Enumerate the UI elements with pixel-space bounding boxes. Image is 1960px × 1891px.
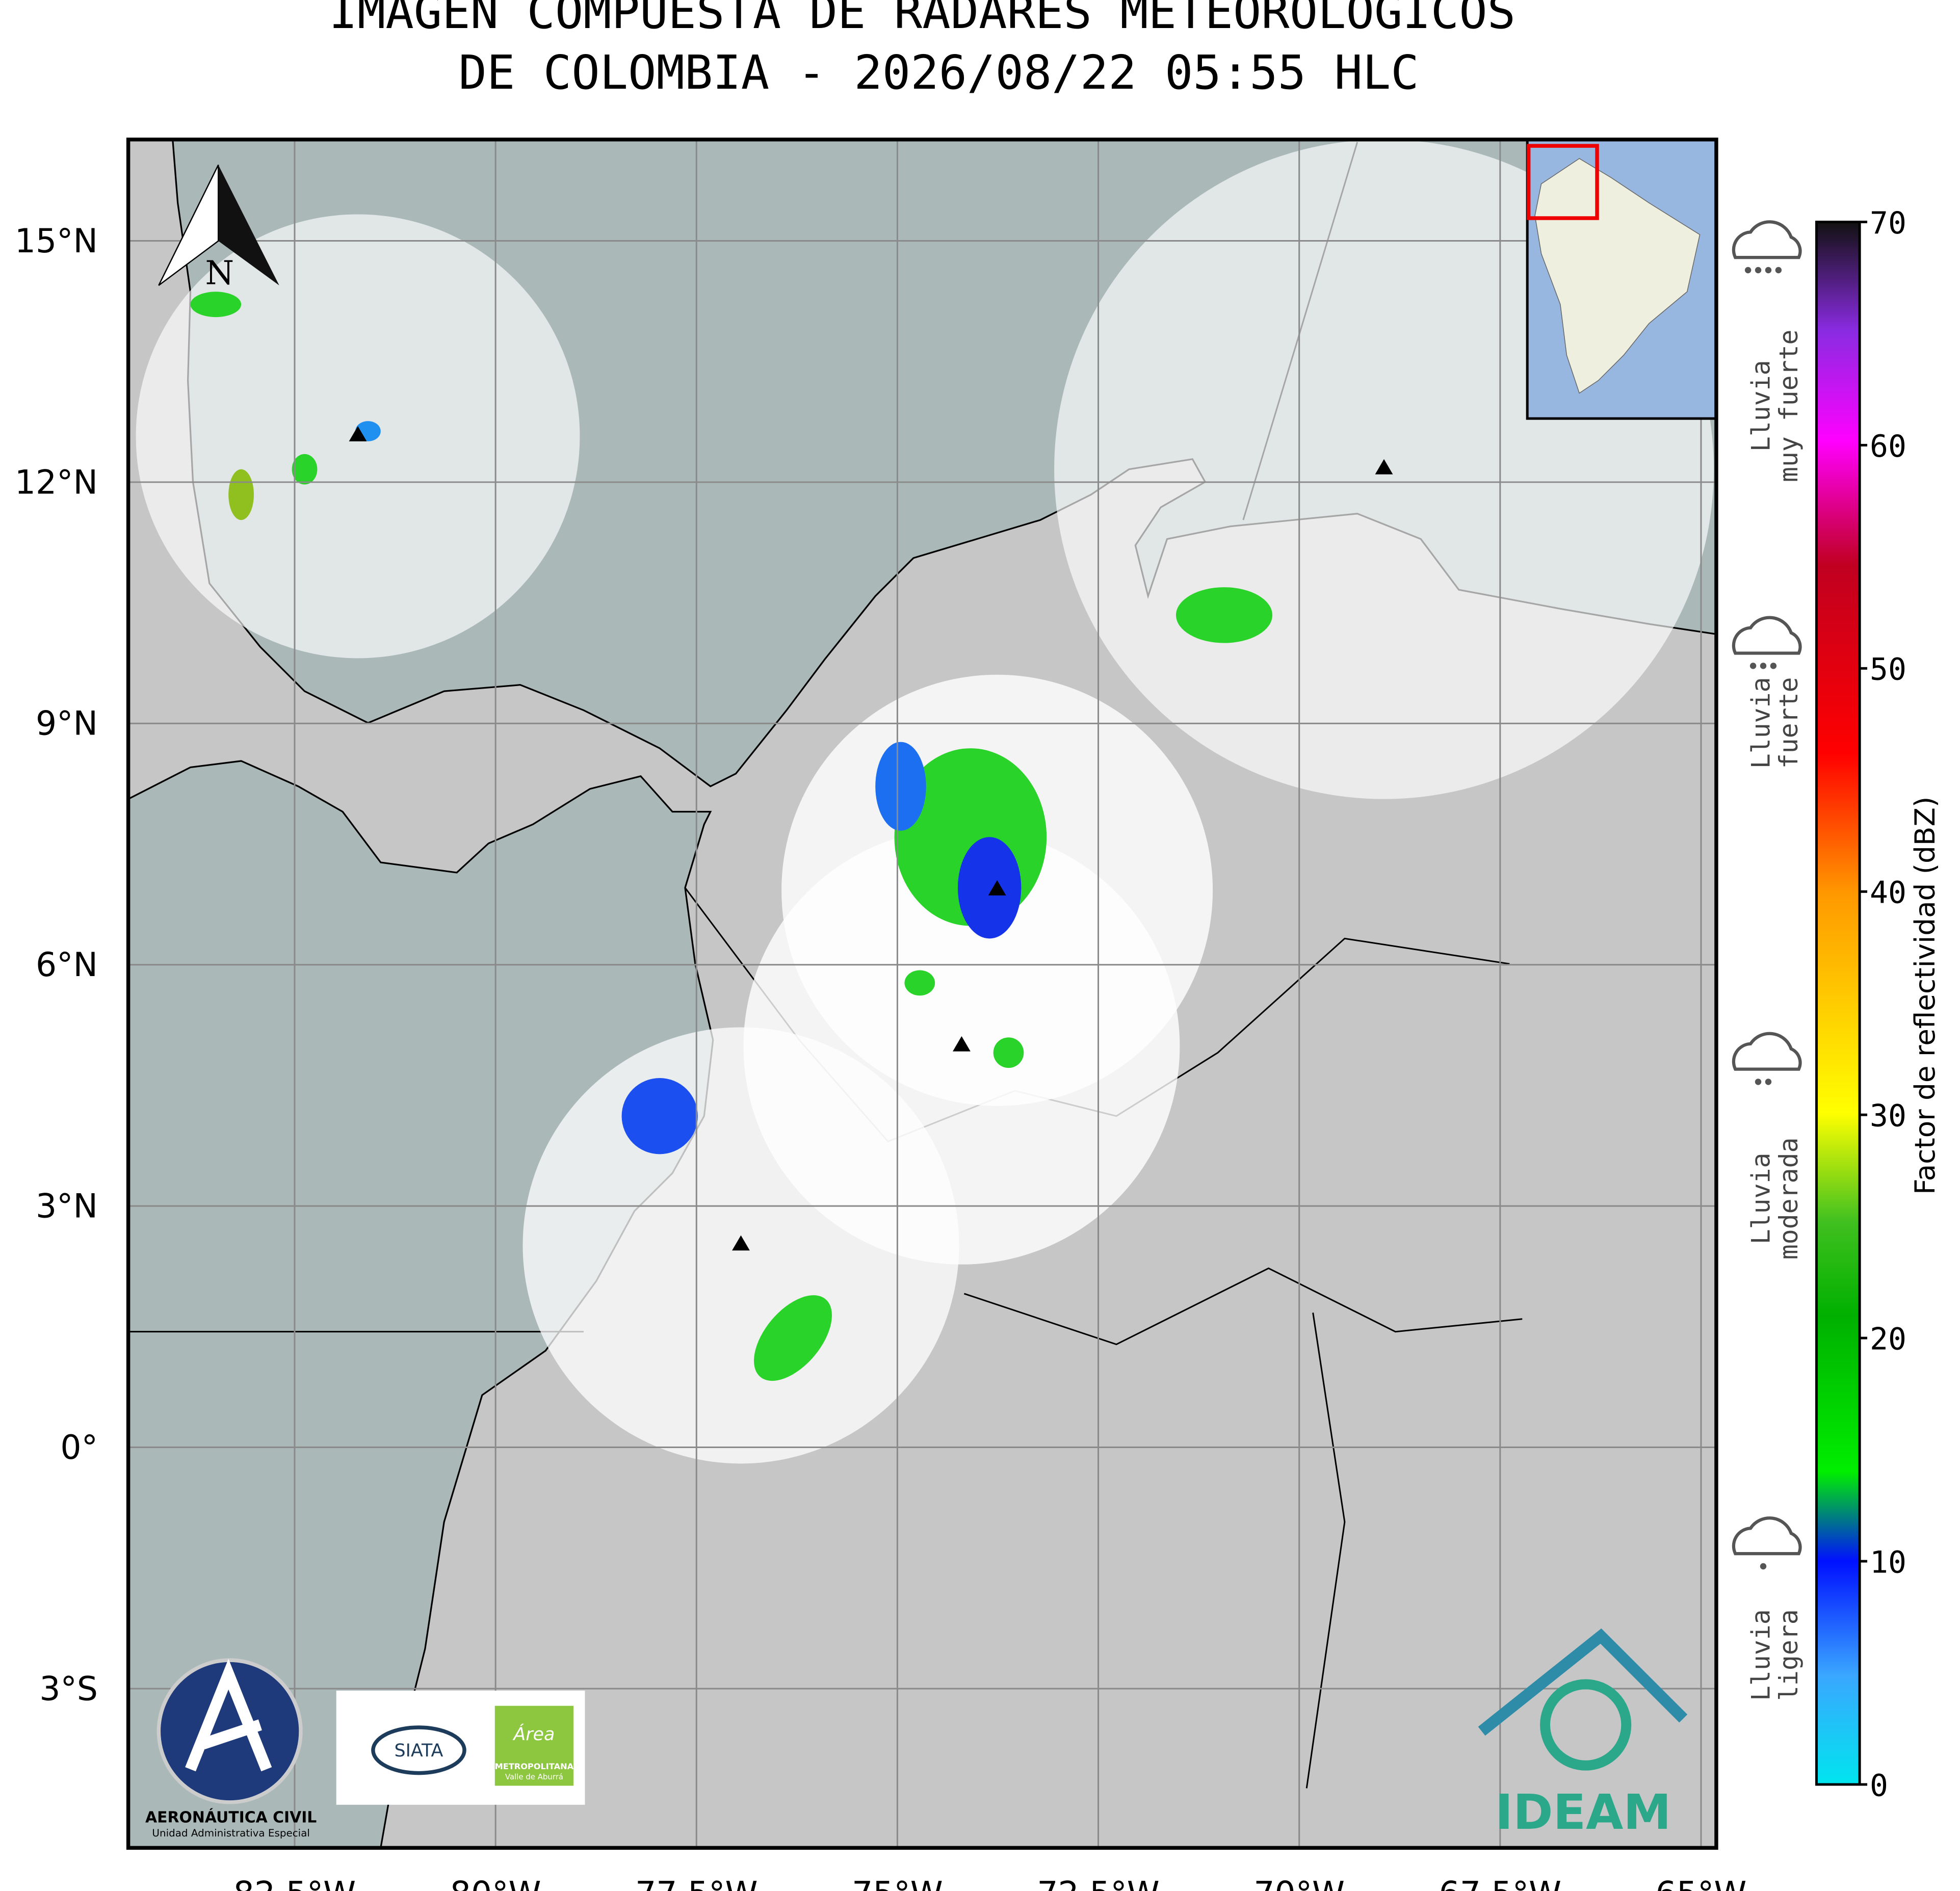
x-tick-label: 82.5°W [233, 1875, 356, 1891]
x-tick-label: 77.5°W [635, 1875, 757, 1891]
rain-category-label: Lluvia [1746, 360, 1775, 452]
y-tick-label: 3°S [39, 1670, 98, 1708]
radar-echoes [190, 292, 1273, 1381]
rain-category-label: moderada [1774, 1138, 1804, 1260]
logo-text: Valle de Aburrá [505, 1772, 563, 1781]
graticule [128, 139, 1716, 1848]
rain-category-label: Lluvia [1746, 1153, 1775, 1245]
x-tick-label: 65°W [1656, 1875, 1747, 1891]
inset-map [1526, 139, 1716, 420]
logo-text: SIATA [394, 1741, 443, 1761]
logo-text: Unidad Administrativa Especial [152, 1827, 309, 1839]
rain-icon [1732, 616, 1802, 655]
x-tick-label: 67.5°W [1439, 1875, 1561, 1891]
colorbar-tick-label: 60 [1870, 429, 1906, 464]
colorbar-tick-label: 40 [1870, 876, 1906, 911]
rain-drop [1749, 663, 1757, 669]
x-tick-label: 75°W [852, 1875, 943, 1891]
rain-drop [1744, 267, 1752, 274]
rain-category-label: Lluvia [1746, 1609, 1775, 1701]
map-area: N AERONÁUTICA CIVIL Unidad Administrativ… [128, 139, 1716, 1848]
colorbar-tick-label: 70 [1870, 206, 1906, 241]
logo-text: AERONÁUTICA CIVIL [145, 1808, 317, 1827]
title-line: IMAGEN COMPUESTA DE RADARES METEOROLOGIC… [329, 0, 1516, 39]
x-tick-label: 80°W [450, 1875, 541, 1891]
rain-drop [1755, 267, 1762, 274]
rain-icon [1732, 1516, 1802, 1556]
rain-drop [1760, 1563, 1767, 1570]
colorbar-tick-label: 20 [1870, 1322, 1906, 1357]
y-tick-label: 12°N [15, 463, 98, 502]
rain-icon [1732, 220, 1802, 259]
y-tick-label: 6°N [36, 946, 98, 984]
rain-drop [1755, 1079, 1762, 1085]
rain-legend: LluvialigeraLluviamoderadaLluviafuerteLl… [1732, 220, 1804, 1701]
logo-text: METROPOLITANA [495, 1762, 574, 1771]
rain-icon [1732, 1032, 1802, 1071]
y-tick-label: 3°N [36, 1188, 98, 1226]
logo-siata-area: SIATA Área METROPOLITANA Valle de Aburrá [336, 1690, 585, 1805]
x-tick-label: 72.5°W [1037, 1875, 1159, 1891]
rain-drop [1775, 267, 1782, 274]
y-tick-label: 15°N [15, 222, 98, 260]
colorbar [1815, 220, 1861, 1786]
logo-text: Área [512, 1723, 555, 1745]
rain-category-label: muy fuerte [1774, 329, 1804, 482]
logo-text: IDEAM [1495, 1784, 1671, 1841]
rain-category-label: ligera [1774, 1609, 1804, 1701]
rain-drop [1765, 267, 1772, 274]
rain-category-label: Lluvia [1746, 677, 1775, 769]
colorbar-tick-label: 50 [1870, 652, 1906, 688]
map-frame [126, 137, 1718, 1850]
colorbar-label: Factor de reflectividad (dBZ) [1909, 797, 1941, 1195]
rain-drop [1765, 1079, 1772, 1085]
logo-aerocivil: AERONÁUTICA CIVIL Unidad Administrativa … [145, 1658, 317, 1839]
title-line: DE COLOMBIA - 2026/08/22 05:55 HLC [459, 45, 1419, 100]
x-tick-label: 70°W [1253, 1875, 1345, 1891]
rain-drop [1770, 663, 1777, 669]
colorbar-tick-label: 30 [1870, 1099, 1906, 1134]
rain-category-label: fuerte [1774, 677, 1804, 769]
north-label: N [205, 254, 234, 292]
logo-ideam: IDEAM [1478, 1628, 1688, 1841]
y-tick-label: 9°N [36, 705, 98, 743]
rain-drop [1760, 663, 1767, 669]
colorbar-tick-label: 0 [1870, 1768, 1888, 1803]
radar-sites [349, 426, 1393, 1251]
colorbar-tick-label: 10 [1870, 1545, 1906, 1580]
y-tick-label: 0° [60, 1429, 98, 1467]
